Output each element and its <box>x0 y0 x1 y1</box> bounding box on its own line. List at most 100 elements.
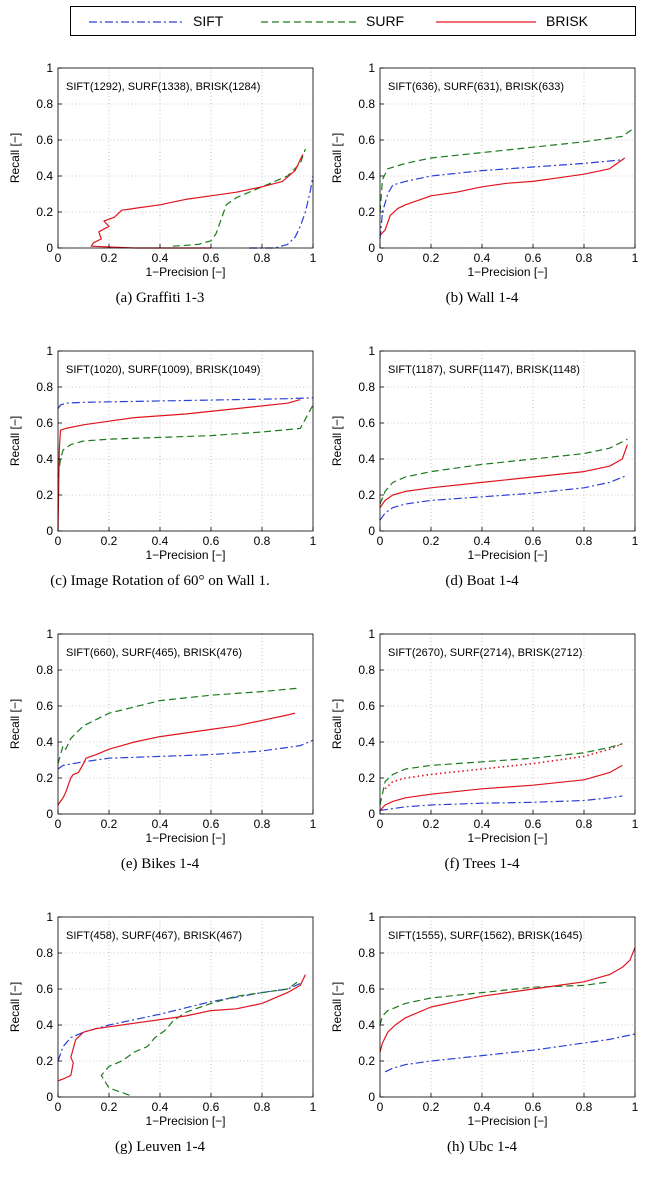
legend: SIFT SURF BRISK <box>70 6 636 36</box>
series-line-brisk <box>379 444 628 508</box>
y-tick-label: 0.4 <box>358 735 375 749</box>
y-tick-label: 0 <box>46 524 53 538</box>
y-tick-label: 0.6 <box>358 699 375 713</box>
series-line-sift <box>379 795 623 811</box>
y-tick-label: 0.6 <box>358 982 375 996</box>
y-axis-label: Recall [−] <box>330 699 344 749</box>
chart-svg: 0 0.2 0.4 0.6 0.8 1 0 0.2 0.4 0.6 0.8 1 SIFT(1555), … <box>330 910 639 1128</box>
y-tick-label: 0.2 <box>36 1054 53 1068</box>
y-tick-label: 1 <box>46 627 53 641</box>
x-tick-label: 0.4 <box>474 251 491 265</box>
y-tick-label: 1 <box>368 627 375 641</box>
x-tick-label: 0.6 <box>525 251 542 265</box>
x-tick-label: 0.6 <box>525 534 542 548</box>
series-line-brisk <box>379 157 626 236</box>
plot-frame <box>379 916 636 1098</box>
x-tick-label: 0.6 <box>203 1100 220 1114</box>
y-axis-label: Recall [−] <box>8 982 22 1032</box>
chart-svg: 0 0.2 0.4 0.6 0.8 1 0 0.2 0.4 0.6 0.8 1 SIFT(636), S… <box>330 61 639 279</box>
series-line-surf <box>100 979 301 1096</box>
x-tick-label: 0.4 <box>474 817 491 831</box>
y-tick-label: 0.4 <box>36 1018 53 1032</box>
series-line-surf <box>379 128 633 213</box>
x-tick-label: 0.2 <box>423 817 440 831</box>
y-tick-label: 0.8 <box>36 663 53 677</box>
x-tick-label: 0.8 <box>254 1100 271 1114</box>
x-tick-label: 0.2 <box>423 534 440 548</box>
x-tick-label: 0.2 <box>423 251 440 265</box>
legend-swatches <box>89 21 536 23</box>
x-axis-label: 1−Precision [−] <box>145 548 225 562</box>
series-line-surf <box>379 981 610 1026</box>
chart-svg: 0 0.2 0.4 0.6 0.8 1 0 0.2 0.4 0.6 0.8 1 SIFT(1187), … <box>330 344 639 562</box>
legend-label-brisk: BRISK <box>546 13 589 29</box>
chart-panel: 0 0.2 0.4 0.6 0.8 1 0 0.2 0.4 0.6 0.8 1 SIFT(1020), … <box>0 329 320 619</box>
chart-caption: (e) Bikes 1-4 <box>120 856 200 872</box>
y-axis-label: Recall [−] <box>8 133 22 183</box>
y-tick-label: 0.4 <box>36 452 53 466</box>
chart-annotation: SIFT(2670), SURF(2714), BRISK(2712) <box>388 647 582 659</box>
y-axis-label: Recall [−] <box>330 416 344 466</box>
y-tick-label: 0.2 <box>36 488 53 502</box>
chart-caption: (h) Ubc 1-4 <box>447 1139 517 1155</box>
series-line-surf <box>57 404 314 478</box>
chart-svg: 0 0.2 0.4 0.6 0.8 1 0 0.2 0.4 0.6 0.8 1 SIFT(1020), … <box>8 344 317 562</box>
x-tick-label: 0.8 <box>576 251 593 265</box>
y-tick-label: 0.8 <box>36 946 53 960</box>
x-tick-label: 0.4 <box>474 1100 491 1114</box>
chart-caption: (b) Wall 1-4 <box>445 290 519 306</box>
y-tick-label: 0.2 <box>358 205 375 219</box>
chart-panel: 0 0.2 0.4 0.6 0.8 1 0 0.2 0.4 0.6 0.8 1 SIFT(1292), … <box>0 46 320 336</box>
chart-caption: (g) Leuven 1-4 <box>115 1139 205 1155</box>
chart-annotation: SIFT(1555), SURF(1562), BRISK(1645) <box>388 930 582 942</box>
grid <box>57 916 314 1098</box>
series-line-sift <box>57 983 301 1062</box>
y-tick-label: 0.6 <box>36 133 53 147</box>
grid <box>57 350 314 532</box>
x-axis-label: 1−Precision [−] <box>145 265 225 279</box>
chart-caption: (f) Trees 1-4 <box>444 856 520 872</box>
series-line-surf <box>172 148 306 247</box>
chart-panel: 0 0.2 0.4 0.6 0.8 1 0 0.2 0.4 0.6 0.8 1 SIFT(1555), … <box>322 895 642 1185</box>
series-line-sift <box>379 474 628 521</box>
x-tick-label: 0.8 <box>254 817 271 831</box>
y-tick-label: 0.4 <box>358 169 375 183</box>
y-tick-label: 0.2 <box>358 771 375 785</box>
y-tick-label: 0 <box>368 1090 375 1104</box>
x-tick-label: 0.8 <box>254 534 271 548</box>
y-axis-label: Recall [−] <box>8 699 22 749</box>
y-tick-label: 1 <box>368 910 375 924</box>
y-tick-label: 1 <box>46 910 53 924</box>
y-tick-label: 0 <box>46 1090 53 1104</box>
y-tick-label: 0.6 <box>36 699 53 713</box>
y-tick-label: 0.4 <box>36 735 53 749</box>
grid <box>379 67 636 249</box>
series-line-brisk <box>90 154 304 249</box>
plot-frame <box>57 916 314 1098</box>
x-tick-label: 0.4 <box>152 817 169 831</box>
y-axis-label: Recall [−] <box>8 416 22 466</box>
y-tick-label: 0.2 <box>358 488 375 502</box>
y-tick-label: 0.4 <box>36 169 53 183</box>
x-tick-label: 1 <box>310 251 317 265</box>
x-tick-label: 0 <box>377 251 384 265</box>
plot-frame <box>379 350 636 532</box>
y-tick-label: 0.8 <box>358 380 375 394</box>
x-tick-label: 0 <box>55 534 62 548</box>
series-line-surf <box>379 743 623 806</box>
x-tick-label: 0 <box>55 817 62 831</box>
chart-annotation: SIFT(458), SURF(467), BRISK(467) <box>66 930 242 942</box>
y-tick-label: 0.8 <box>36 97 53 111</box>
x-tick-label: 0.2 <box>101 251 118 265</box>
x-tick-label: 0.8 <box>254 251 271 265</box>
x-tick-label: 0.4 <box>152 1100 169 1114</box>
chart-panel: 0 0.2 0.4 0.6 0.8 1 0 0.2 0.4 0.6 0.8 1 SIFT(1187), … <box>322 329 642 619</box>
x-tick-label: 1 <box>632 251 639 265</box>
x-tick-label: 0 <box>55 251 62 265</box>
grid <box>379 350 636 532</box>
series-line-sift <box>57 739 314 770</box>
plot-frame <box>379 67 636 249</box>
y-tick-label: 0.2 <box>358 1054 375 1068</box>
x-tick-label: 0.8 <box>576 534 593 548</box>
y-tick-label: 0 <box>368 524 375 538</box>
